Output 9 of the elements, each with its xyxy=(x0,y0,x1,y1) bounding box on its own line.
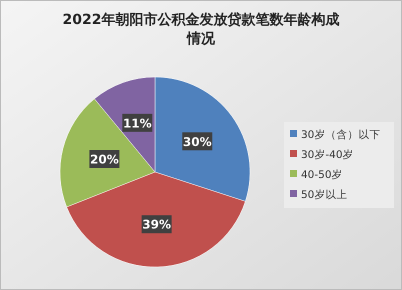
data-label: 30% xyxy=(182,134,212,149)
data-label: 20% xyxy=(90,152,119,167)
legend-label: 50岁以上 xyxy=(301,188,348,201)
legend-label: 40-50岁 xyxy=(301,169,343,181)
data-label: 39% xyxy=(142,218,172,232)
legend-label: 30岁-40岁 xyxy=(301,149,354,161)
data-label: 11% xyxy=(122,116,152,130)
legend-label: 30岁（含）以下 xyxy=(301,128,380,141)
chart-title: 2022年朝阳市公积金发放贷款笔数年龄构成情况 xyxy=(62,11,340,47)
